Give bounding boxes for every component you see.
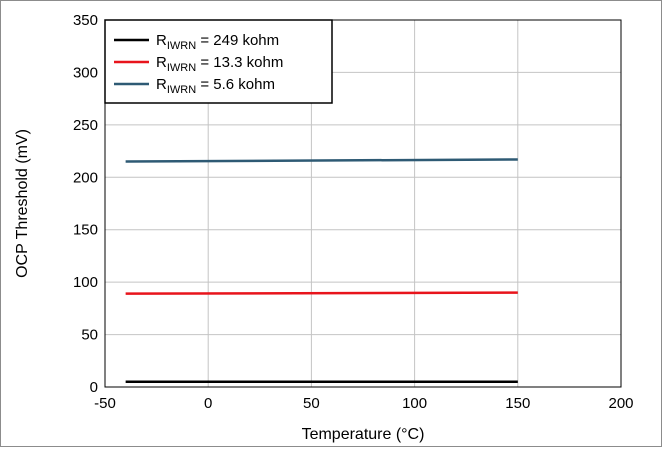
- y-axis-ticks: 0 50 100 150 200 250 300 350: [73, 12, 98, 396]
- legend-label-1: RIWRN = 13.3 kohm: [156, 54, 283, 74]
- legend-label-rest: = 13.3 kohm: [196, 54, 283, 71]
- legend-label-main: R: [156, 54, 167, 71]
- plot-area-border: [104, 19, 622, 388]
- legend-label-main: R: [156, 76, 167, 93]
- legend-label-subscript: IWRN: [167, 62, 196, 74]
- legend-label-subscript: IWRN: [167, 40, 196, 52]
- series-lines: [125, 158, 518, 384]
- x-tick-label: -50: [94, 395, 116, 412]
- legend-label-subscript: IWRN: [167, 84, 196, 96]
- legend-label-2: RIWRN = 5.6 kohm: [156, 76, 275, 96]
- legend-label-rest: = 5.6 kohm: [196, 76, 275, 93]
- x-tick-label: 50: [303, 395, 320, 412]
- legend-label-0: RIWRN = 249 kohm: [156, 32, 279, 52]
- series-line-1: [125, 291, 518, 295]
- y-tick-label: 350: [73, 12, 98, 29]
- series-line-2: [125, 158, 518, 163]
- y-tick-label: 200: [73, 169, 98, 186]
- x-tick-label: 0: [204, 395, 212, 412]
- y-tick-label: 250: [73, 117, 98, 134]
- y-axis-label: OCP Threshold (mV): [14, 129, 31, 278]
- y-tick-label: 300: [73, 64, 98, 81]
- y-tick-label: 150: [73, 222, 98, 239]
- legend-label-rest: = 249 kohm: [196, 32, 279, 49]
- x-axis-ticks: -50 0 50 100 150 200: [94, 395, 633, 412]
- x-tick-label: 200: [608, 395, 633, 412]
- legend-label-main: R: [156, 32, 167, 49]
- y-tick-label: 0: [90, 379, 98, 396]
- y-tick-label: 100: [73, 274, 98, 291]
- y-tick-label: 50: [81, 327, 98, 344]
- x-axis-label: Temperature (°C): [302, 426, 425, 443]
- x-tick-label: 100: [402, 395, 427, 412]
- x-tick-label: 150: [505, 395, 530, 412]
